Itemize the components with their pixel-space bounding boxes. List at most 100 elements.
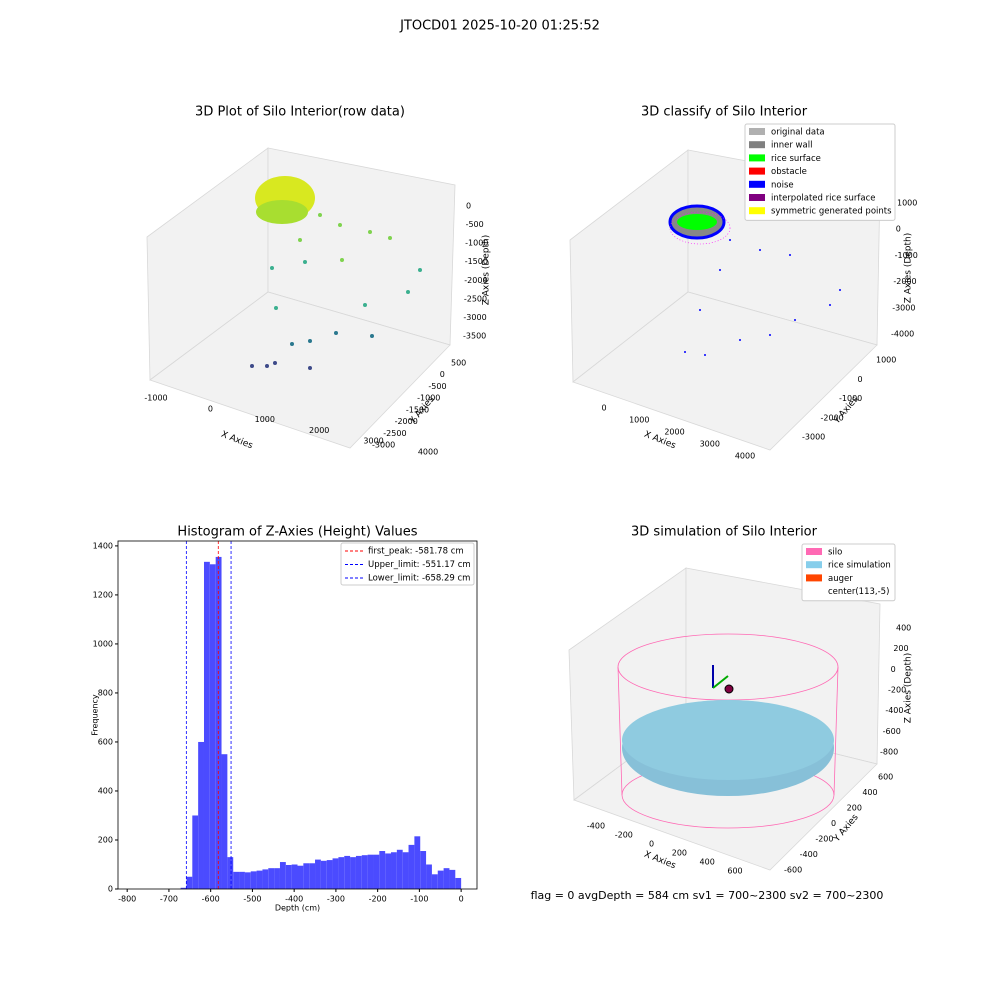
bar bbox=[203, 561, 210, 889]
y-tick-label: 1000 bbox=[93, 639, 113, 648]
legend-label: center(113,-5) bbox=[828, 587, 889, 597]
z-tick-label: -1000 bbox=[465, 239, 488, 248]
bar bbox=[332, 858, 339, 889]
y-tick-label: 400 bbox=[98, 786, 113, 795]
x-tick-label: -200 bbox=[615, 831, 633, 840]
y-axis-label: Y Axies bbox=[831, 812, 860, 844]
y-tick-label: 200 bbox=[98, 835, 113, 844]
bar bbox=[385, 853, 392, 889]
bar bbox=[221, 754, 228, 889]
z-axis-label: Z Axies (Depth) bbox=[904, 653, 914, 724]
z-tick-label: -2000 bbox=[893, 277, 916, 286]
y-tick-label: -400 bbox=[800, 850, 818, 859]
x-tick-label: 3000 bbox=[363, 437, 383, 446]
x-tick-label: 1000 bbox=[255, 415, 275, 424]
legend-label: inner wall bbox=[771, 141, 812, 151]
x-tick-label: -100 bbox=[410, 895, 428, 904]
bar bbox=[192, 815, 199, 889]
bar bbox=[326, 860, 333, 889]
y-tick-label: -1500 bbox=[406, 405, 429, 414]
figure-title: JTOCD01 2025-10-20 01:25:52 bbox=[399, 19, 600, 34]
point-clouds bbox=[250, 176, 841, 829]
x-tick-label: 600 bbox=[727, 867, 742, 876]
x-tick-label: 0 bbox=[459, 895, 464, 904]
y-tick-label: -1000 bbox=[417, 394, 440, 403]
z-axis-label: Z Axies (Depth) bbox=[904, 233, 914, 304]
legend-box bbox=[340, 542, 475, 586]
bar bbox=[420, 851, 427, 889]
x-tick-label: 2000 bbox=[309, 426, 329, 435]
x-tick-label: -400 bbox=[285, 895, 303, 904]
bar bbox=[180, 887, 187, 889]
bar bbox=[443, 868, 450, 889]
bar bbox=[379, 851, 386, 889]
bar bbox=[449, 869, 456, 889]
y-tick-label: 600 bbox=[98, 737, 113, 746]
bar bbox=[268, 868, 275, 889]
subplot-title: 3D classify of Silo Interior bbox=[641, 105, 808, 120]
x-tick-label: 4000 bbox=[735, 452, 755, 461]
z-tick-label: -500 bbox=[466, 220, 484, 229]
legend-label: Lower_limit: -658.29 cm bbox=[368, 574, 470, 584]
legend-label: obstacle bbox=[771, 167, 807, 177]
x-tick-label: 4000 bbox=[418, 448, 438, 457]
bar bbox=[338, 857, 345, 889]
bar bbox=[361, 855, 368, 889]
z-tick-label: 200 bbox=[893, 644, 908, 653]
bar bbox=[291, 864, 298, 889]
legend-swatch bbox=[749, 154, 765, 162]
z-tick-label: -3000 bbox=[463, 313, 486, 322]
x-tick-label: 0 bbox=[208, 404, 213, 413]
legend-swatch bbox=[749, 167, 765, 175]
legend-box bbox=[744, 123, 896, 221]
bar bbox=[297, 865, 304, 889]
y-tick-label: 0 bbox=[831, 819, 836, 828]
x-axis-label: X Axies bbox=[220, 430, 255, 452]
x-tick-label: 200 bbox=[672, 849, 687, 858]
z-tick-label: -600 bbox=[883, 727, 901, 736]
z-tick-label: -2000 bbox=[464, 276, 487, 285]
x-tick-label: -300 bbox=[327, 895, 345, 904]
x-tick-label: -700 bbox=[160, 895, 178, 904]
legend-swatch bbox=[806, 574, 822, 582]
z-tick-label: -3000 bbox=[892, 303, 915, 312]
legend-label: first_peak: -581.78 cm bbox=[368, 547, 464, 557]
subplot-title: 3D simulation of Silo Interior bbox=[631, 525, 818, 540]
x-tick-label: -400 bbox=[587, 822, 605, 831]
bar bbox=[344, 855, 351, 889]
y-tick-label: -2500 bbox=[383, 429, 406, 438]
bar bbox=[198, 741, 204, 889]
x-tick-label: 0 bbox=[649, 840, 654, 849]
y-tick-label: 0 bbox=[108, 885, 113, 894]
y-tick-label: 0 bbox=[858, 375, 863, 384]
z-tick-label: 0 bbox=[466, 202, 471, 211]
bar bbox=[274, 868, 280, 889]
legend-label: noise bbox=[771, 180, 794, 190]
legend-swatch bbox=[806, 587, 822, 595]
bar bbox=[239, 871, 245, 889]
x-tick-label: -800 bbox=[118, 895, 136, 904]
bar bbox=[402, 852, 409, 889]
z-tick-label: 0 bbox=[891, 665, 896, 674]
legend-label: silo bbox=[828, 548, 842, 558]
x-tick-label: 400 bbox=[700, 858, 715, 867]
z-tick-label: -1000 bbox=[895, 251, 918, 260]
x-tick-label: 0 bbox=[601, 404, 606, 413]
footer: flag = 0 avgDepth = 584 cm sv1 = 700~230… bbox=[531, 889, 884, 902]
z-tick-label: -800 bbox=[880, 748, 898, 757]
z-tick-label: -3500 bbox=[463, 332, 486, 341]
y-tick-label: -3000 bbox=[802, 433, 825, 442]
legend-swatch bbox=[806, 561, 822, 569]
bar bbox=[279, 862, 286, 889]
z-tick-label: 1000 bbox=[897, 199, 917, 208]
x-tick-label: 2000 bbox=[664, 428, 684, 437]
bar bbox=[262, 869, 269, 889]
z-tick-label: -400 bbox=[885, 706, 903, 715]
y-tick-label: 1400 bbox=[93, 541, 113, 550]
y-tick-label: 500 bbox=[451, 359, 466, 368]
bar bbox=[373, 854, 380, 889]
y-tick-label: -1000 bbox=[839, 394, 862, 403]
x-tick-label: -200 bbox=[369, 895, 387, 904]
plot-frame bbox=[117, 540, 478, 890]
bar bbox=[431, 874, 438, 889]
